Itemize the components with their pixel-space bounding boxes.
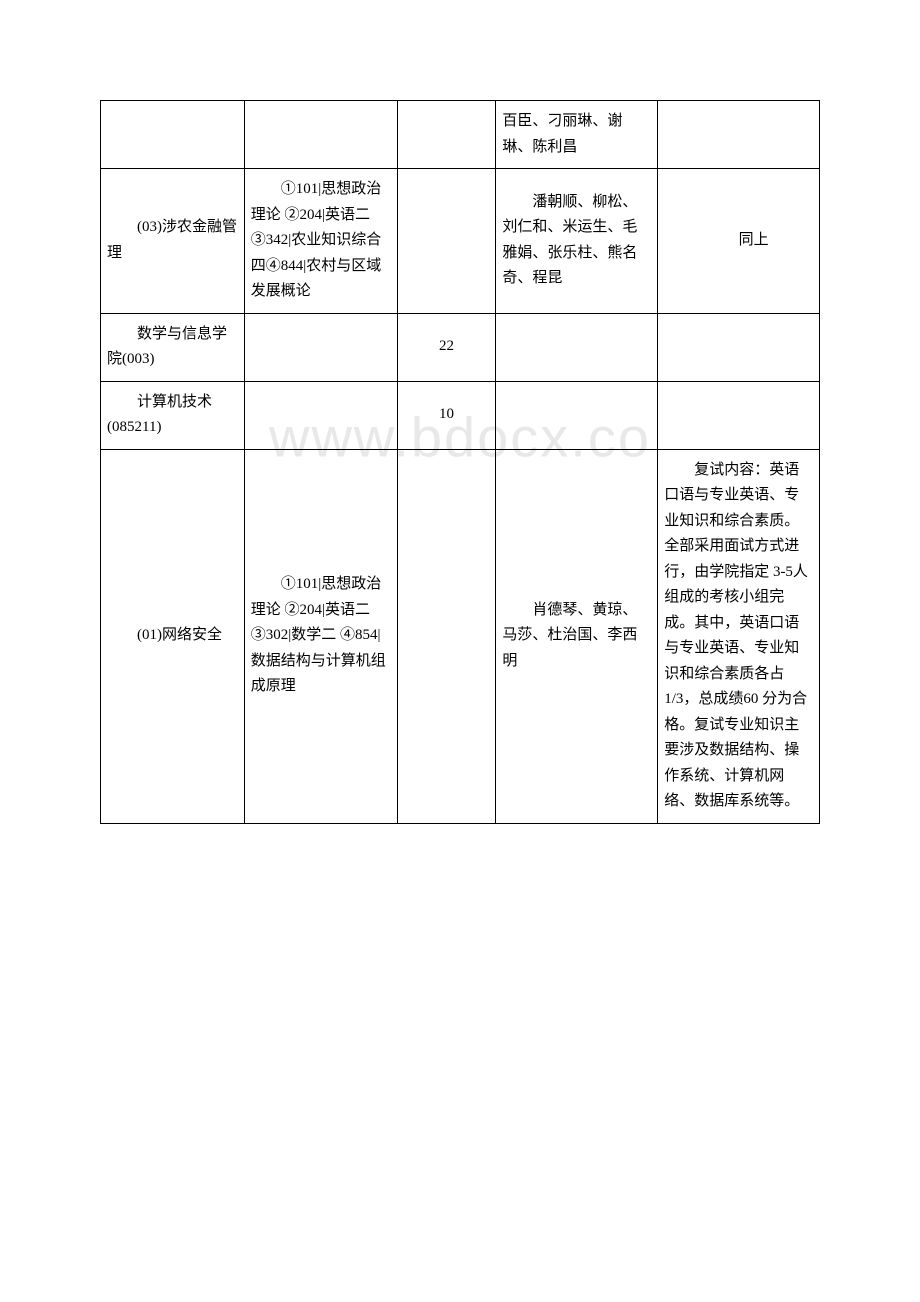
cell-direction: (03)涉农金融管理 bbox=[101, 169, 245, 314]
cell-notes bbox=[658, 381, 820, 449]
cell-notes bbox=[658, 101, 820, 169]
cell-exam bbox=[244, 313, 397, 381]
cell-count bbox=[397, 169, 496, 314]
cell-major: 计算机技术(085211) bbox=[101, 381, 245, 449]
cell-college: 数学与信息学院(003) bbox=[101, 313, 245, 381]
cell-count: 10 bbox=[397, 381, 496, 449]
admission-table: 百臣、刁丽琳、谢琳、陈利昌 (03)涉农金融管理 ①101|思想政治理论 ②20… bbox=[100, 100, 820, 824]
table-row: 计算机技术(085211) 10 bbox=[101, 381, 820, 449]
cell-exam bbox=[244, 381, 397, 449]
cell-count: 22 bbox=[397, 313, 496, 381]
cell-count bbox=[397, 449, 496, 823]
cell-exam: ①101|思想政治理论 ②204|英语二 ③302|数学二 ④854|数据结构与… bbox=[244, 449, 397, 823]
cell-count bbox=[397, 101, 496, 169]
cell-exam: ①101|思想政治理论 ②204|英语二 ③342|农业知识综合四④844|农村… bbox=[244, 169, 397, 314]
table-row: (03)涉农金融管理 ①101|思想政治理论 ②204|英语二 ③342|农业知… bbox=[101, 169, 820, 314]
table-row: 数学与信息学院(003) 22 bbox=[101, 313, 820, 381]
cell-notes: 复试内容：英语口语与专业英语、专业知识和综合素质。全部采用面试方式进行，由学院指… bbox=[658, 449, 820, 823]
cell-exam bbox=[244, 101, 397, 169]
cell-advisors: 肖德琴、黄琼、马莎、杜治国、李西明 bbox=[496, 449, 658, 823]
cell-direction: (01)网络安全 bbox=[101, 449, 245, 823]
cell-direction bbox=[101, 101, 245, 169]
cell-advisors: 百臣、刁丽琳、谢琳、陈利昌 bbox=[496, 101, 658, 169]
cell-notes bbox=[658, 313, 820, 381]
table-row: (01)网络安全 ①101|思想政治理论 ②204|英语二 ③302|数学二 ④… bbox=[101, 449, 820, 823]
cell-notes: 同上 bbox=[658, 169, 820, 314]
cell-advisors: 潘朝顺、柳松、刘仁和、米运生、毛雅娟、张乐柱、熊名奇、程昆 bbox=[496, 169, 658, 314]
cell-advisors bbox=[496, 313, 658, 381]
table-row: 百臣、刁丽琳、谢琳、陈利昌 bbox=[101, 101, 820, 169]
cell-advisors bbox=[496, 381, 658, 449]
